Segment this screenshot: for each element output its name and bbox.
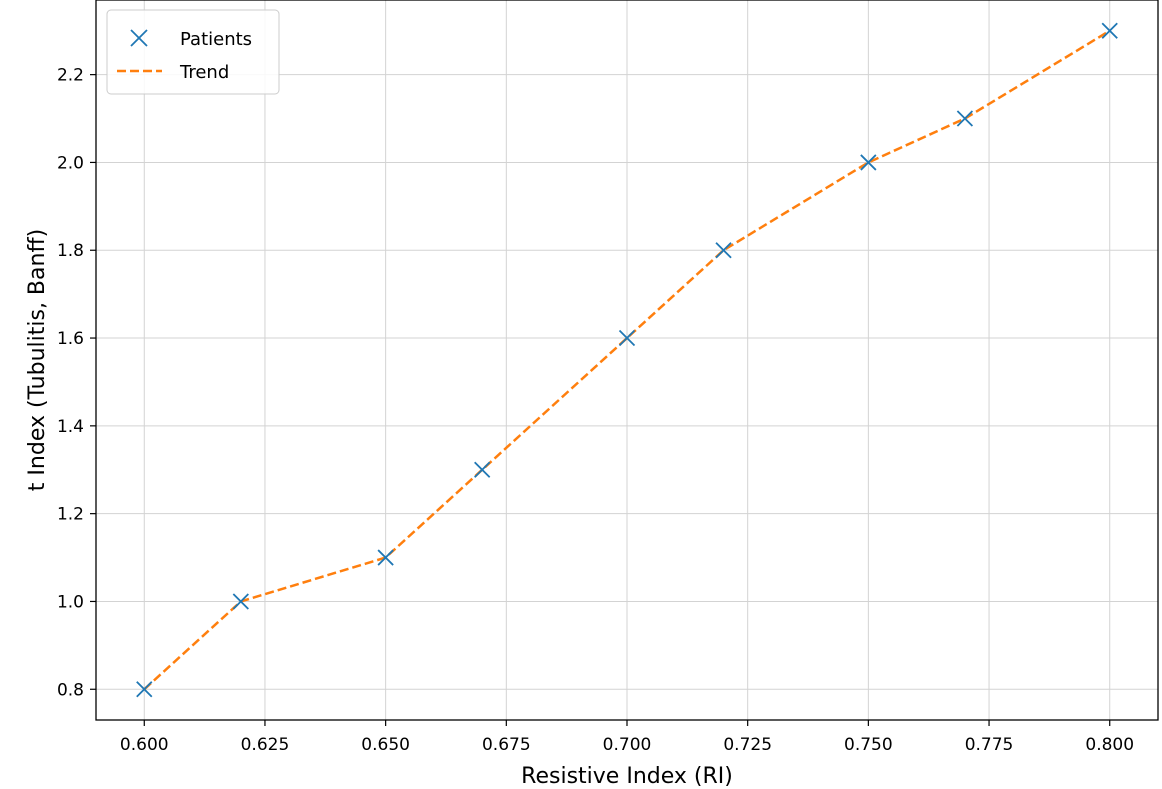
patient-point <box>474 461 491 478</box>
x-axis-label: Resistive Index (RI) <box>521 764 733 789</box>
x-tick-label: 0.725 <box>723 735 772 755</box>
x-tick-label: 0.675 <box>482 735 531 755</box>
y-tick-label: 1.2 <box>57 505 84 525</box>
y-axis-label: t Index (Tubulitis, Banff) <box>25 229 50 491</box>
legend-patients-marker <box>130 29 148 47</box>
legend: Patients Trend <box>106 9 280 95</box>
y-axis-ticks: 0.8 1.0 1.2 1.4 1.6 1.8 2.0 2.2 <box>57 66 96 700</box>
y-tick-label: 0.8 <box>57 680 84 700</box>
y-tick-label: 1.0 <box>57 592 84 612</box>
patient-point <box>1101 22 1118 39</box>
plot-series <box>136 22 1118 698</box>
x-tick-label: 0.700 <box>603 735 652 755</box>
patient-point <box>860 154 877 171</box>
legend-patients-label: Patients <box>180 29 252 50</box>
x-tick-label: 0.650 <box>361 735 410 755</box>
patient-point <box>956 110 974 127</box>
y-tick-label: 1.4 <box>57 417 84 437</box>
x-tick-label: 0.750 <box>844 735 893 755</box>
y-tick-label: 1.6 <box>57 329 84 349</box>
patient-point <box>618 329 636 347</box>
y-tick-label: 2.0 <box>57 153 84 173</box>
y-tick-label: 2.2 <box>57 66 84 86</box>
grid <box>96 0 1158 720</box>
y-tick-label: 1.8 <box>57 241 84 261</box>
legend-box <box>106 9 280 95</box>
legend-trend-label: Trend <box>179 62 229 83</box>
trend-line <box>143 29 1111 691</box>
patient-point <box>377 549 394 566</box>
x-tick-label: 0.775 <box>965 735 1014 755</box>
patient-point <box>715 242 732 259</box>
x-tick-label: 0.625 <box>241 735 290 755</box>
patient-point <box>136 681 153 698</box>
x-tick-label: 0.600 <box>120 735 169 755</box>
x-axis-ticks: 0.600 0.625 0.650 0.675 0.700 0.725 0.750 0.775… <box>120 720 1134 755</box>
patient-point <box>232 593 249 610</box>
x-tick-label: 0.800 <box>1085 735 1134 755</box>
